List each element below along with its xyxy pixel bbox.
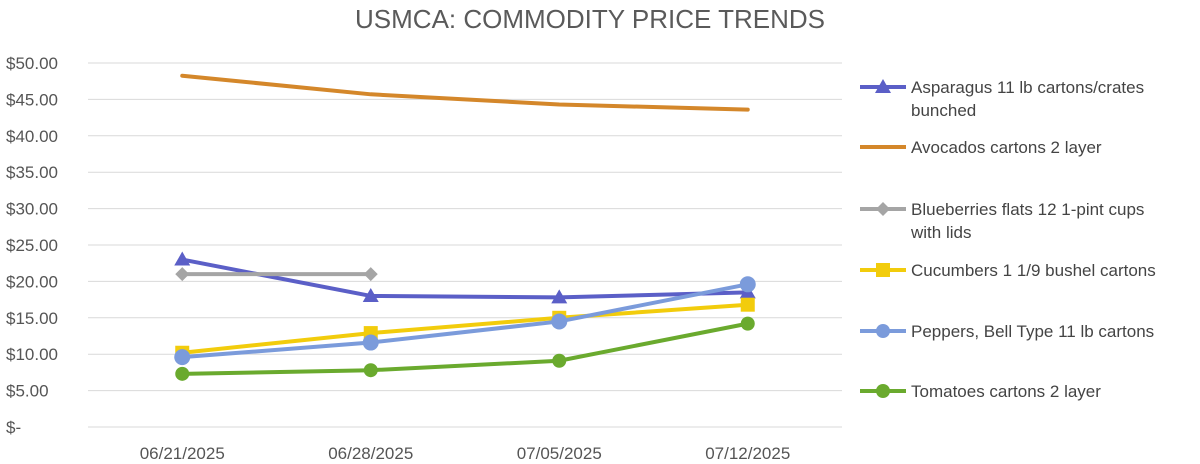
legend-item: Cucumbers 1 1/9 bushel cartons — [860, 261, 1156, 280]
series-line — [180, 321, 750, 376]
data-point — [362, 287, 379, 302]
data-point — [875, 79, 891, 93]
x-axis: 06/21/2025 06/28/2025 07/05/2025 07/12/2025 — [140, 444, 791, 463]
x-tick-label: 07/05/2025 — [517, 444, 602, 463]
legend-label: with lids — [910, 223, 971, 242]
legend-label: Cucumbers 1 1/9 bushel cartons — [911, 261, 1156, 280]
legend-item: Avocados cartons 2 layer — [860, 138, 1102, 157]
series-group — [174, 73, 756, 381]
legend-label: Avocados cartons 2 layer — [911, 138, 1102, 157]
chart-title: USMCA: COMMODITY PRICE TRENDS — [355, 4, 825, 34]
data-point — [740, 297, 755, 312]
data-point — [552, 353, 567, 368]
y-tick-label: $25.00 — [6, 236, 58, 255]
data-point — [174, 349, 191, 366]
data-point — [876, 202, 890, 216]
y-tick-label: $40.00 — [6, 127, 58, 146]
data-point — [174, 251, 191, 266]
data-point — [175, 366, 190, 381]
data-point — [362, 334, 379, 351]
series-5 — [175, 316, 755, 381]
x-tick-label: 06/28/2025 — [328, 444, 413, 463]
data-point — [175, 267, 190, 282]
legend-item: Asparagus 11 lb cartons/crates bunched — [860, 78, 1144, 120]
legend-item: Tomatoes cartons 2 layer — [860, 382, 1101, 401]
data-point — [363, 363, 378, 378]
series-line — [180, 73, 750, 112]
data-point — [876, 263, 890, 277]
series-line — [180, 257, 750, 300]
y-axis: $- $5.00 $10.00 $15.00 $20.00 $25.00 $30.00 $35… — [6, 54, 58, 437]
x-tick-label: 07/12/2025 — [705, 444, 790, 463]
data-point — [876, 324, 890, 338]
y-tick-label: $50.00 — [6, 54, 58, 73]
y-tick-label: $10.00 — [6, 345, 58, 364]
y-tick-label: $15.00 — [6, 309, 58, 328]
series-2 — [175, 267, 378, 282]
legend-label: bunched — [911, 101, 976, 120]
series-4 — [174, 276, 756, 366]
series-1 — [180, 73, 750, 112]
legend-item: Peppers, Bell Type 11 lb cartons — [860, 322, 1154, 341]
series-line — [180, 302, 750, 355]
series-line — [180, 282, 750, 360]
y-tick-label: $35.00 — [6, 163, 58, 182]
legend-label: Asparagus 11 lb cartons/crates — [911, 78, 1144, 97]
y-tick-label: $30.00 — [6, 200, 58, 219]
data-point — [551, 313, 568, 330]
y-tick-label: $- — [6, 418, 21, 437]
legend: Asparagus 11 lb cartons/crates bunched Avo… — [860, 78, 1156, 401]
y-tick-label: $5.00 — [6, 382, 49, 401]
y-tick-label: $20.00 — [6, 272, 58, 291]
series-0 — [174, 251, 756, 304]
data-point — [363, 267, 378, 282]
x-tick-label: 06/21/2025 — [140, 444, 225, 463]
legend-label: Peppers, Bell Type 11 lb cartons — [911, 322, 1154, 341]
legend-label: Blueberries flats 12 1-pint cups — [911, 200, 1144, 219]
legend-item: Blueberries flats 12 1-pint cups with lid… — [860, 200, 1144, 242]
legend-label: Tomatoes cartons 2 layer — [911, 382, 1101, 401]
data-point — [876, 384, 890, 398]
data-point — [740, 316, 755, 331]
y-tick-label: $45.00 — [6, 90, 58, 109]
data-point — [739, 276, 756, 293]
data-point — [551, 289, 568, 304]
